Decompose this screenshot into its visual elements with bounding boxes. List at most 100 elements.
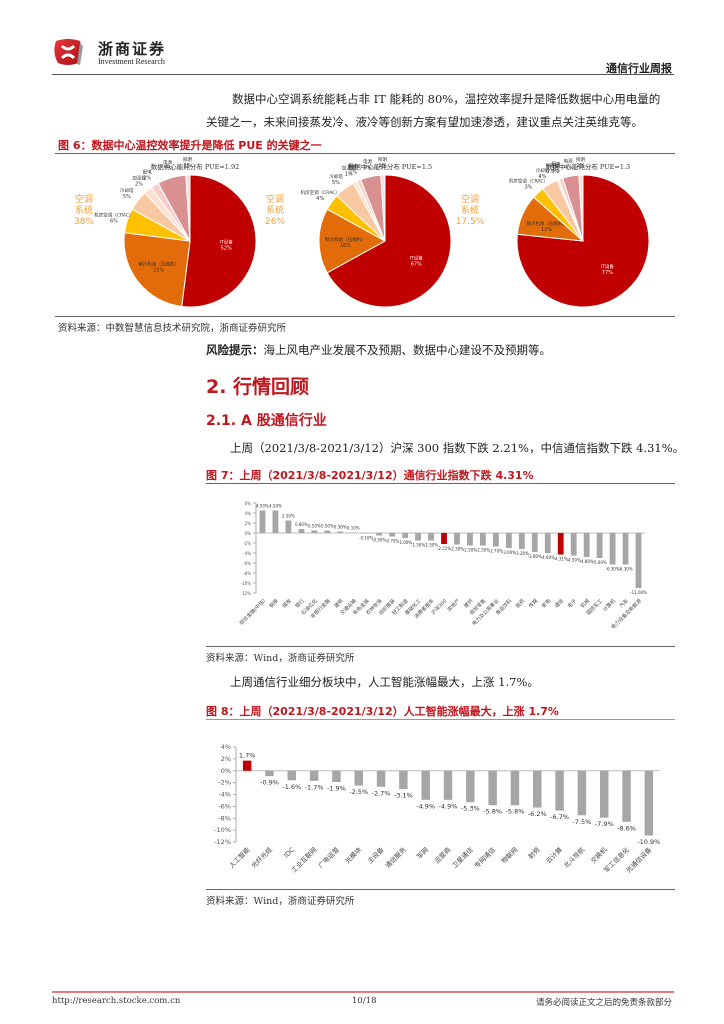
svg-text:0%: 0% [245,531,252,536]
svg-text:-8%: -8% [218,814,231,822]
pie-side-label: 空调 系统 17.5% [455,195,485,227]
figure-7-title: 图 7：上周（2021/3/8-2021/3/12）通信行业指数下跌 4.31% [206,469,534,482]
figure-7-top-rule [206,483,675,484]
figure-6-top-rule [55,153,675,154]
svg-text:配电: 配电 [552,161,561,168]
figure-7-bottom-rule [206,646,675,647]
svg-text:IT设备: IT设备 [410,254,424,261]
svg-text:制冷机组（压缩机）: 制冷机组（压缩机） [325,236,366,243]
intro-line-2: 关键之一，未来间接蒸发冷、液冷等创新方案有望加速渗透，建议重点关注英维克等。 [206,115,643,129]
svg-text:7%: 7% [164,166,172,172]
svg-text:4%: 4% [221,743,231,751]
svg-text:-8.6%: -8.6% [617,824,636,832]
svg-text:医药: 医药 [514,597,526,609]
svg-text:-5.8%: -5.8% [506,808,525,816]
svg-text:综合金融(中信): 综合金融(中信) [238,597,267,626]
svg-text:-6.7%: -6.7% [550,813,569,821]
svg-text:4.50%: 4.50% [256,504,269,509]
svg-text:IT设备: IT设备 [220,238,234,245]
svg-text:-2.21%: -2.21% [437,546,451,551]
svg-text:4%: 4% [564,164,572,170]
svg-text:-12%: -12% [214,838,231,846]
svg-text:0.5%: 0.5% [546,169,559,175]
svg-text:传媒: 传媒 [527,597,539,609]
svg-text:0.30%: 0.30% [334,525,347,530]
svg-text:2.50%: 2.50% [282,514,295,519]
svg-text:-7.9%: -7.9% [595,820,614,828]
svg-text:-12%: -12% [241,591,252,596]
svg-text:25%: 25% [153,267,164,273]
svg-text:-1.7%: -1.7% [305,783,324,791]
figure-8-bottom-rule [206,889,675,890]
svg-text:-6.2%: -6.2% [528,810,547,818]
svg-text:0.10%: 0.10% [347,526,360,531]
svg-text:军网: 军网 [415,846,430,861]
section-2-title: 2. 行情回顾 [206,376,310,398]
svg-text:照明: 照明 [378,157,387,163]
svg-text:北斗导航: 北斗导航 [562,845,587,870]
svg-text:冷却塔: 冷却塔 [120,187,134,194]
svg-text:-2.50%: -2.50% [463,548,477,553]
svg-text:-4%: -4% [218,791,231,799]
svg-text:IDC: IDC [282,845,296,859]
svg-text:1%: 1% [184,163,192,169]
svg-text:1%: 1% [577,163,585,169]
svg-text:-2.7%: -2.7% [372,789,391,797]
svg-text:1.7%: 1.7% [239,752,256,760]
svg-text:电源: 电源 [363,158,372,165]
svg-text:-3.1%: -3.1% [394,792,413,800]
svg-text:6%: 6% [110,218,118,224]
svg-text:67%: 67% [411,261,422,267]
svg-text:-4.31%: -4.31% [554,557,568,562]
svg-text:-6.30%: -6.30% [618,567,632,572]
svg-text:照明: 照明 [576,157,585,163]
paragraph-2: 上周通信行业细分板块中，人工智能涨幅最大，上涨 1.7%。 [230,675,539,689]
svg-text:5%: 5% [123,194,131,200]
svg-text:-1.9%: -1.9% [327,785,346,793]
svg-text:人工智能: 人工智能 [227,845,252,870]
svg-text:1%: 1% [552,168,560,174]
svg-text:通信服务: 通信服务 [383,845,408,870]
svg-text:-5.8%: -5.8% [483,808,502,816]
svg-text:0.80%: 0.80% [295,522,308,527]
figure-7-source: 资料来源：Wind，浙商证券研究所 [206,653,355,664]
header-divider [52,74,674,75]
logo-subtitle: Investment Research [98,57,165,66]
svg-text:4.50%: 4.50% [269,504,282,509]
svg-text:77%: 77% [602,270,613,276]
figure-8-title: 图 8：上周（2021/3/8-2021/3/12）人工智能涨幅最大，上涨 1.… [206,705,559,718]
svg-text:-6%: -6% [218,802,231,810]
section-2-1-title: 2.1. A 股通信行业 [206,413,327,429]
svg-text:电源: 电源 [564,157,573,164]
svg-text:-4%: -4% [243,551,251,556]
pie-side-label: 空调 系统 26% [264,195,285,227]
pie-side-label: 空调 系统 38% [73,195,94,227]
footer-url[interactable]: http://research.stocke.com.cn [52,996,181,1006]
svg-text:主设备: 主设备 [365,845,386,866]
svg-text:冷却塔: 冷却塔 [536,167,550,174]
svg-text:制冷机组（压缩机）: 制冷机组（压缩机） [138,260,179,267]
svg-text:-1.50%: -1.50% [411,543,425,548]
svg-text:加湿器: 加湿器 [342,165,356,172]
svg-text:2%: 2% [135,181,143,187]
svg-text:0.50%: 0.50% [308,524,321,529]
svg-text:-2.5%: -2.5% [349,788,368,796]
page-number: 10/18 [352,996,377,1006]
svg-text:-10%: -10% [241,581,252,586]
svg-text:-0.10%: -0.10% [359,536,373,541]
pie-title: 数据中心能耗分布 PUE=1.5 [347,163,433,171]
pie-title: 数据中心能耗分布 PUE=1.3 [545,163,631,171]
svg-text:2%: 2% [245,521,252,526]
svg-text:机房空调（CRAC）: 机房空调（CRAC） [94,211,133,218]
svg-text:-2.50%: -2.50% [476,548,490,553]
svg-text:-0.70%: -0.70% [385,539,399,544]
svg-text:加湿器: 加湿器 [132,174,146,181]
svg-text:IT设备: IT设备 [601,263,615,270]
pie-title: 数据中心能耗分布 PUE=1.92 [150,163,240,171]
svg-text:-10.9%: -10.9% [637,838,660,846]
svg-text:钢铁: 钢铁 [268,597,280,609]
figure-6-bottom-rule [55,316,675,317]
pie-chart-1: 数据中心能耗分布 PUE=1.92 空调 系统 38% IT设备 52% 制冷机组（压缩机）… [55,155,270,315]
figure-8-source: 资料来源：Wind，浙商证券研究所 [206,896,355,907]
svg-text:光模块: 光模块 [343,845,364,866]
